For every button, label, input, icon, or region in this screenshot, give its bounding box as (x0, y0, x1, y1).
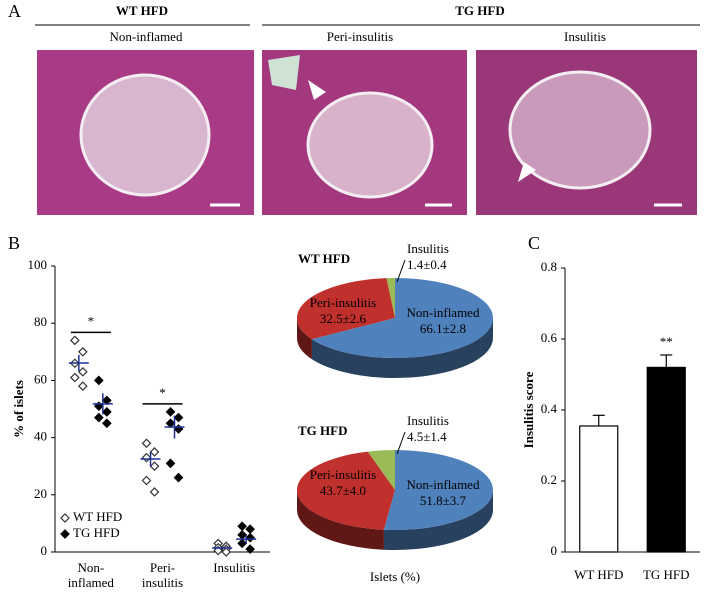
pie-label: Peri-insulitis (310, 295, 376, 310)
data-point (141, 438, 152, 449)
x-tick-label: Non- inflamed (67, 560, 114, 590)
pie-slice-side (297, 318, 312, 360)
panel-label: A (8, 1, 21, 21)
y-tick-label: 0 (551, 543, 558, 558)
pie-slice-side (311, 318, 494, 378)
data-point (77, 381, 88, 391)
data-point (221, 547, 232, 557)
x-tick-label: WT HFD (574, 567, 623, 582)
pie-value-label: 66.1±2.8 (420, 321, 466, 336)
y-tick-label: 100 (28, 257, 48, 272)
pie-slice (296, 451, 395, 530)
data-point (173, 412, 184, 423)
y-tick-label: 40 (34, 429, 47, 444)
y-tick-label: 0 (41, 543, 48, 558)
pie-slice (386, 278, 395, 318)
y-tick-label: 80 (34, 314, 47, 329)
pie-slice (297, 278, 395, 340)
pie-label: Insulitis (407, 413, 449, 428)
legend-label: WT HFD (73, 509, 122, 524)
pie-label: Insulitis (407, 241, 449, 256)
pie-value-label: 51.8±3.7 (420, 493, 467, 508)
pie-slice (383, 450, 493, 530)
bar (579, 425, 619, 553)
data-point (93, 375, 104, 386)
data-point (141, 452, 152, 463)
x-tick-label: Insulitis (213, 560, 256, 575)
data-point (237, 521, 248, 532)
data-point (69, 335, 80, 346)
data-point (237, 529, 248, 540)
pie-value-label: 1.4±0.4 (407, 257, 447, 272)
y-tick-label: 0.8 (541, 259, 557, 274)
data-point (101, 418, 112, 429)
panel-label: C (528, 233, 540, 253)
y-tick-label: 0.6 (541, 330, 558, 345)
significance-label: * (88, 313, 95, 328)
y-tick-label: 60 (34, 371, 47, 386)
y-tick-label: 20 (34, 486, 47, 501)
histology-image (262, 50, 467, 215)
pie (297, 278, 494, 378)
leader-line (396, 431, 406, 455)
data-point (245, 544, 256, 554)
x-tick-label: TG HFD (643, 567, 690, 582)
pie-slice (367, 450, 395, 490)
data-point (77, 366, 88, 377)
legend-label: TG HFD (73, 525, 120, 540)
pie-slice (311, 278, 493, 358)
data-point (173, 472, 184, 483)
legend-marker (60, 529, 70, 539)
significance-label: ** (660, 334, 673, 349)
data-point (149, 447, 160, 457)
data-point (141, 475, 152, 486)
pie (296, 450, 493, 550)
pie-value-label: 4.5±1.4 (407, 429, 447, 444)
pie-value-label: 43.7±4.0 (320, 483, 366, 498)
group-title: TG HFD (455, 3, 504, 18)
leader-line (396, 259, 406, 283)
panel-label: B (8, 233, 20, 253)
data-point (165, 418, 176, 429)
y-tick-label: 0.4 (541, 401, 558, 416)
histology-image (37, 50, 254, 215)
pie-slice-side (383, 490, 493, 550)
histology-image (476, 50, 697, 215)
data-point (165, 458, 176, 469)
y-axis-label: Insulitis score (521, 371, 536, 448)
y-tick-label: 0.2 (541, 472, 557, 487)
group-title: WT HFD (116, 3, 168, 18)
data-point (69, 372, 80, 383)
data-point (245, 532, 256, 543)
data-point (149, 461, 160, 472)
pie-label: Non-inflamed (407, 305, 480, 320)
pie-title: WT HFD (298, 251, 350, 266)
pie-label: Peri-insulitis (310, 467, 376, 482)
data-point (93, 412, 104, 423)
legend-marker (60, 513, 70, 523)
y-axis-label: % of islets (11, 380, 26, 438)
image-caption: Insulitis (564, 29, 606, 44)
pie-label: Non-inflamed (407, 477, 480, 492)
data-point (173, 424, 184, 434)
data-point (101, 407, 112, 417)
data-point (237, 538, 248, 549)
pie-title: TG HFD (298, 423, 347, 438)
significance-label: * (159, 385, 166, 400)
pie-slice-side (297, 490, 384, 550)
image-caption: Peri-insulitis (327, 29, 393, 44)
x-tick-label: Peri- insulitis (141, 560, 184, 590)
data-point (245, 524, 256, 534)
pie-value-label: 32.5±2.6 (320, 311, 367, 326)
data-point (165, 407, 176, 417)
data-point (77, 346, 88, 357)
bar (646, 366, 686, 553)
image-caption: Non-inflamed (110, 29, 183, 44)
x-axis-label: Islets (%) (370, 569, 420, 584)
data-point (149, 487, 160, 497)
